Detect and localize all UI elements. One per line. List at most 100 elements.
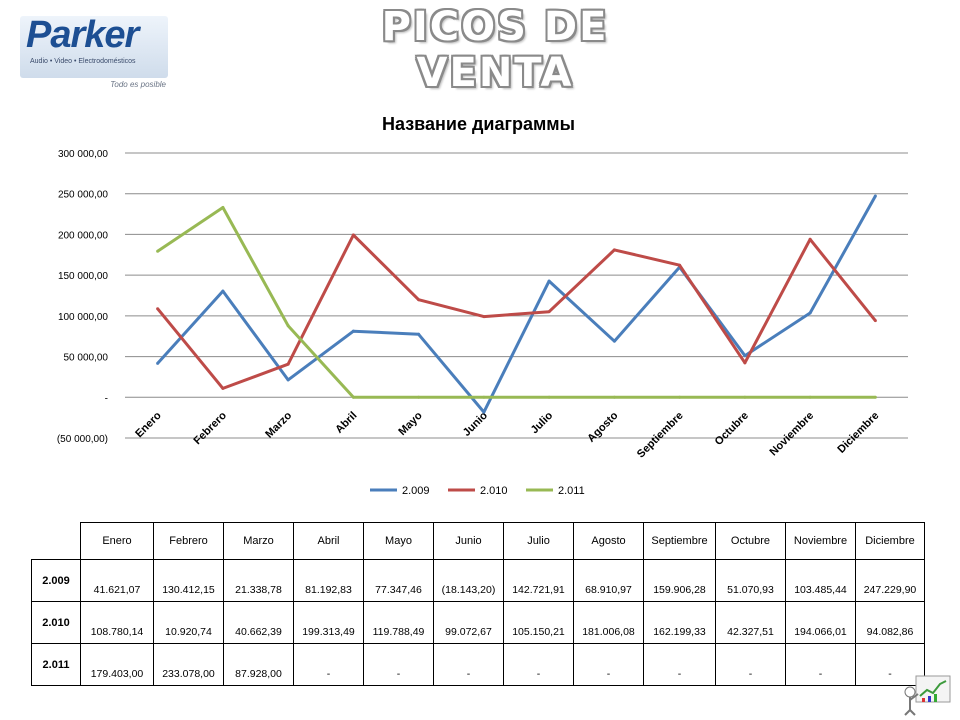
table-cell: - — [855, 643, 925, 686]
table-column-header: Febrero — [153, 522, 224, 560]
table-row-label: 2.009 — [31, 559, 81, 602]
data-point — [808, 395, 812, 399]
table-cell: 94.082,86 — [855, 601, 925, 644]
data-point — [156, 249, 160, 253]
table-cell: 130.412,15 — [153, 559, 224, 602]
data-point — [482, 410, 486, 414]
logo-subtitle: Audio • Video • Electrodomésticos — [30, 58, 136, 65]
table-cell: 105.150,21 — [503, 601, 574, 644]
table-cell: 77.347,46 — [363, 559, 434, 602]
table-cell: 119.788,49 — [363, 601, 434, 644]
data-point — [743, 361, 747, 365]
x-tick-label: Octubre — [713, 410, 751, 448]
x-tick-label: Marzo — [263, 409, 294, 440]
table-cell: 21.338,78 — [223, 559, 294, 602]
y-tick-label: 250 000,00 — [58, 190, 108, 201]
table-column-header: Noviembre — [785, 522, 856, 560]
table-column-header: Junio — [433, 522, 504, 560]
table-cell: 247.229,90 — [855, 559, 925, 602]
data-point — [417, 298, 421, 302]
table-cell: - — [363, 643, 434, 686]
data-point — [678, 395, 682, 399]
data-point — [678, 263, 682, 267]
line-chart: Название диаграммы (50 000,00) - 50 000,00 1… — [57, 114, 908, 497]
table-column-header: Septiembre — [643, 522, 716, 560]
table-cell: 194.066,01 — [785, 601, 856, 644]
data-point — [547, 395, 551, 399]
slide-title: PICOS DE VENTA — [381, 4, 609, 96]
data-table: Enero Febrero Marzo Abril Mayo Junio Julio Agos… — [31, 522, 925, 686]
data-point — [286, 362, 290, 366]
y-tick-label: 200 000,00 — [58, 230, 108, 241]
table-cell: 81.192,83 — [293, 559, 364, 602]
table-column-header: Octubre — [715, 522, 786, 560]
table-cell: 179.403,00 — [80, 643, 154, 686]
table-cell: 142.721,91 — [503, 559, 574, 602]
series-line-2.010 — [156, 233, 877, 390]
table-cell: 233.078,00 — [153, 643, 224, 686]
logo-slogan: Todo es posible — [110, 80, 166, 89]
x-tick-label: Enero — [133, 409, 164, 440]
data-point — [873, 319, 877, 323]
table-row-label: 2.010 — [31, 601, 81, 644]
series-line-2.009 — [156, 195, 877, 414]
chart-figure-icon — [904, 675, 951, 716]
parker-logo: Parker Audio • Video • Electrodomésticos… — [16, 14, 172, 94]
table-row: 2.010 108.780,14 10.920,74 40.662,39 199.313… — [31, 601, 925, 644]
x-tick-label: Junio — [461, 409, 490, 438]
table-corner — [31, 522, 81, 560]
series-line-2.011 — [156, 206, 876, 399]
table-cell: 41.621,07 — [80, 559, 154, 602]
table-cell: 159.906,28 — [643, 559, 716, 602]
table-cell: 42.327,51 — [715, 601, 786, 644]
table-cell: 162.199,33 — [643, 601, 716, 644]
data-point — [417, 395, 421, 399]
y-tick-label: 50 000,00 — [64, 353, 109, 364]
x-tick-label: Agosto — [585, 409, 620, 444]
legend-label: 2.009 — [402, 485, 430, 497]
table-cell: - — [573, 643, 644, 686]
data-point — [873, 194, 877, 198]
table-column-header: Abril — [293, 522, 364, 560]
data-point — [286, 378, 290, 382]
chart-title: Название диаграммы — [382, 114, 575, 134]
data-point — [612, 248, 616, 252]
table-cell: 103.485,44 — [785, 559, 856, 602]
x-tick-label: Abril — [333, 410, 359, 436]
table-column-header: Marzo — [223, 522, 294, 560]
logo-word: Parker — [26, 14, 139, 56]
data-point — [482, 395, 486, 399]
table-cell: - — [785, 643, 856, 686]
y-tick-label: - — [105, 393, 108, 404]
table-cell: 99.072,67 — [433, 601, 504, 644]
data-point — [547, 310, 551, 314]
table-cell: 68.910,97 — [573, 559, 644, 602]
data-point — [156, 361, 160, 365]
table-column-header: Mayo — [363, 522, 434, 560]
data-point — [351, 395, 355, 399]
data-point — [743, 395, 747, 399]
table-cell: 40.662,39 — [223, 601, 294, 644]
legend-label: 2.010 — [480, 485, 508, 497]
x-tick-label: Febrero — [192, 409, 230, 447]
table-column-header: Agosto — [573, 522, 644, 560]
table-row-label: 2.011 — [31, 643, 81, 686]
table-cell: (18.143,20) — [433, 559, 504, 602]
x-tick-label: Noviembre — [768, 410, 817, 459]
data-point — [351, 233, 355, 237]
y-tick-label: 100 000,00 — [58, 312, 108, 323]
data-point — [612, 339, 616, 343]
table-cell: 181.006,08 — [573, 601, 644, 644]
table-row: 2.011 179.403,00 233.078,00 87.928,00- - - - - -… — [31, 643, 925, 686]
table-cell: - — [293, 643, 364, 686]
data-point — [547, 279, 551, 283]
data-point — [286, 324, 290, 328]
data-point — [873, 395, 877, 399]
data-point — [221, 386, 225, 390]
data-point — [351, 329, 355, 333]
data-point — [417, 332, 421, 336]
table-column-header: Enero — [80, 522, 154, 560]
table-column-header: Diciembre — [855, 522, 925, 560]
data-point — [808, 311, 812, 315]
data-point — [743, 354, 747, 358]
